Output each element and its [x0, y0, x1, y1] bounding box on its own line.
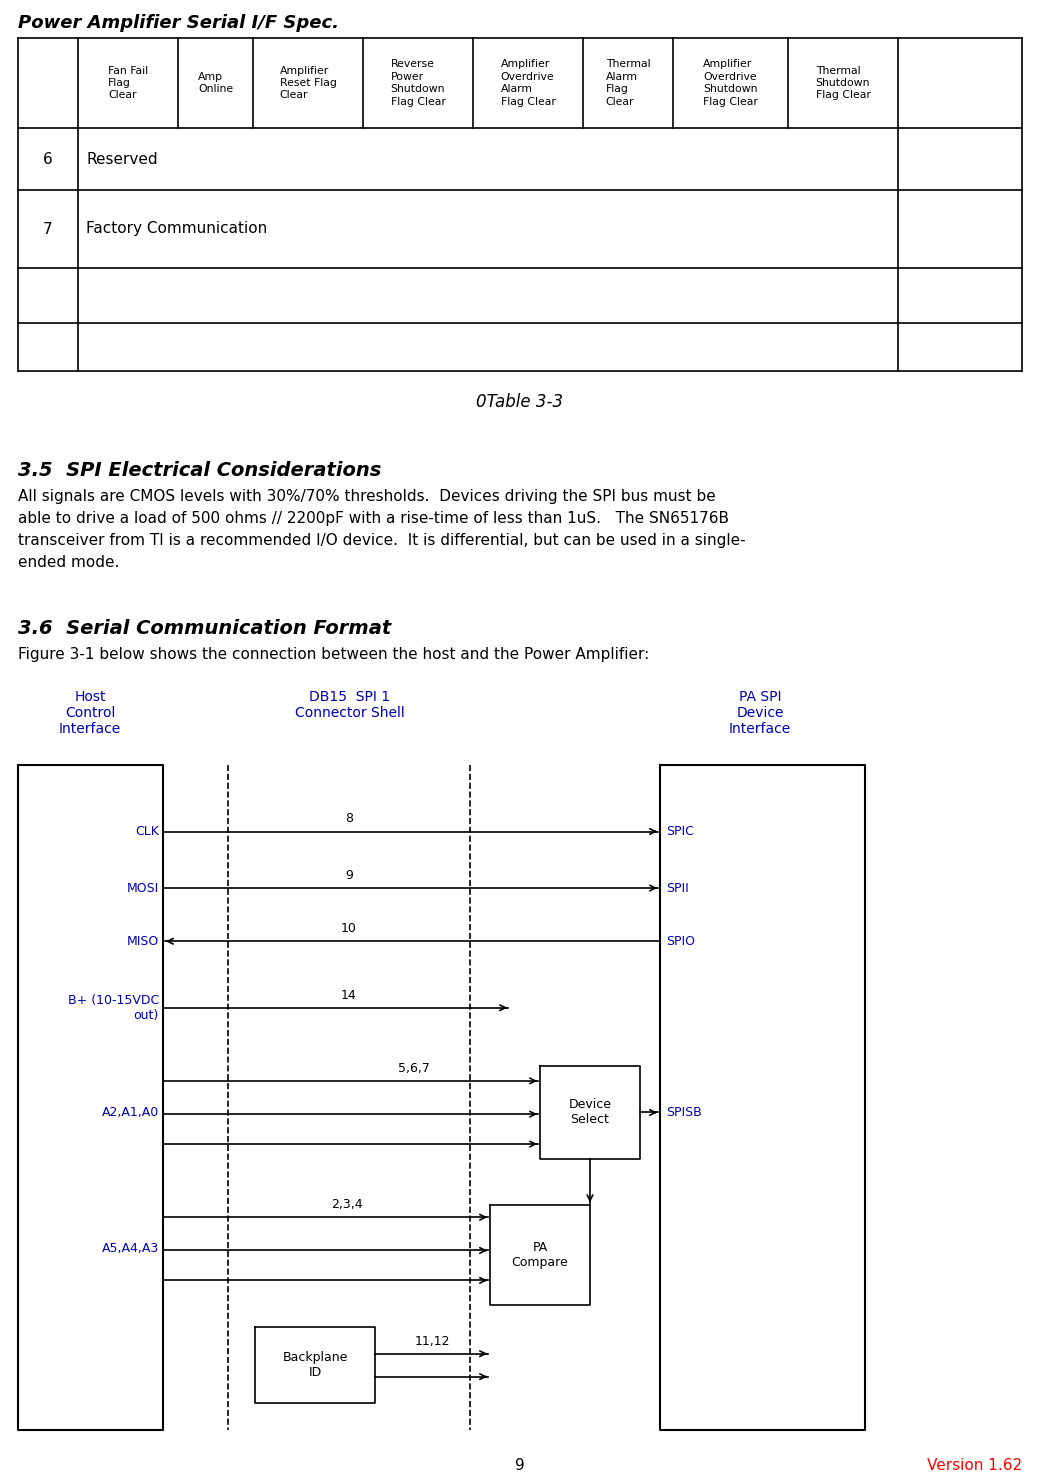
- Text: PA SPI
Device
Interface: PA SPI Device Interface: [729, 690, 791, 737]
- Text: 11,12: 11,12: [415, 1335, 450, 1347]
- Text: 5,6,7: 5,6,7: [398, 1062, 430, 1075]
- Text: Reverse
Power
Shutdown
Flag Clear: Reverse Power Shutdown Flag Clear: [391, 59, 445, 106]
- Text: 14: 14: [341, 988, 357, 1001]
- Text: Power Amplifier Serial I/F Spec.: Power Amplifier Serial I/F Spec.: [18, 13, 339, 32]
- Text: ended mode.: ended mode.: [18, 555, 120, 570]
- Text: 9: 9: [345, 868, 353, 882]
- Text: Version 1.62: Version 1.62: [927, 1458, 1022, 1473]
- Text: Thermal
Alarm
Flag
Clear: Thermal Alarm Flag Clear: [605, 59, 650, 106]
- Text: SPIC: SPIC: [666, 826, 694, 837]
- Text: A5,A4,A3: A5,A4,A3: [102, 1242, 159, 1255]
- Text: 6: 6: [43, 152, 53, 167]
- Text: 9: 9: [515, 1458, 525, 1473]
- Text: MOSI: MOSI: [127, 882, 159, 895]
- Text: A2,A1,A0: A2,A1,A0: [102, 1106, 159, 1120]
- Text: transceiver from TI is a recommended I/O device.  It is differential, but can be: transceiver from TI is a recommended I/O…: [18, 533, 746, 548]
- Text: SPII: SPII: [666, 882, 688, 895]
- Text: 7: 7: [44, 222, 53, 236]
- Text: CLK: CLK: [135, 826, 159, 837]
- Text: Amplifier
Reset Flag
Clear: Amplifier Reset Flag Clear: [280, 65, 336, 100]
- Text: Figure 3-1 below shows the connection between the host and the Power Amplifier:: Figure 3-1 below shows the connection be…: [18, 647, 649, 662]
- Text: SPIO: SPIO: [666, 935, 695, 948]
- Text: Host
Control
Interface: Host Control Interface: [59, 690, 121, 737]
- Text: DB15  SPI 1
Connector Shell: DB15 SPI 1 Connector Shell: [295, 690, 405, 721]
- Text: Fan Fail
Flag
Clear: Fan Fail Flag Clear: [108, 65, 148, 100]
- Text: able to drive a load of 500 ohms // 2200pF with a rise-time of less than 1uS.   : able to drive a load of 500 ohms // 2200…: [18, 511, 729, 526]
- Text: 10: 10: [341, 922, 357, 935]
- Text: 2,3,4: 2,3,4: [331, 1198, 362, 1211]
- Text: Thermal
Shutdown
Flag Clear: Thermal Shutdown Flag Clear: [815, 65, 870, 100]
- Text: 3.6  Serial Communication Format: 3.6 Serial Communication Format: [18, 619, 391, 638]
- Text: Reserved: Reserved: [86, 152, 158, 167]
- Text: 3.5  SPI Electrical Considerations: 3.5 SPI Electrical Considerations: [18, 461, 382, 480]
- Text: MISO: MISO: [127, 935, 159, 948]
- Text: SPISB: SPISB: [666, 1106, 702, 1120]
- Text: PA
Compare: PA Compare: [512, 1241, 569, 1269]
- Text: Backplane
ID: Backplane ID: [282, 1351, 347, 1380]
- Text: Amplifier
Overdrive
Shutdown
Flag Clear: Amplifier Overdrive Shutdown Flag Clear: [703, 59, 758, 106]
- Text: Amplifier
Overdrive
Alarm
Flag Clear: Amplifier Overdrive Alarm Flag Clear: [500, 59, 555, 106]
- Text: B+ (10-15VDC
out): B+ (10-15VDC out): [68, 994, 159, 1022]
- Text: 0Table 3-3: 0Table 3-3: [476, 393, 564, 411]
- Text: All signals are CMOS levels with 30%/70% thresholds.  Devices driving the SPI bu: All signals are CMOS levels with 30%/70%…: [18, 489, 716, 504]
- Text: Factory Communication: Factory Communication: [86, 222, 267, 236]
- Text: Device
Select: Device Select: [569, 1099, 612, 1127]
- Text: 8: 8: [345, 812, 353, 826]
- Text: Amp
Online: Amp Online: [198, 72, 233, 95]
